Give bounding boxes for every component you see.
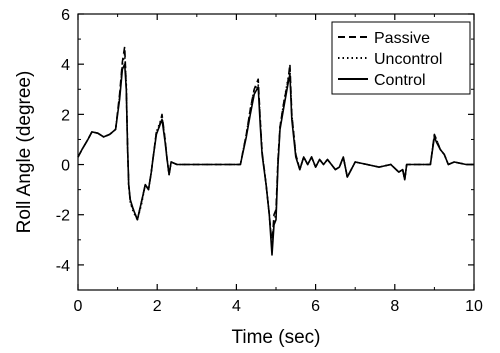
y-axis-label: Roll Angle (degree) xyxy=(14,71,35,234)
x-tick-label: 10 xyxy=(465,298,483,315)
series-line-control xyxy=(77,63,474,256)
x-tick-label: 6 xyxy=(311,298,320,315)
y-tick-label: 0 xyxy=(61,158,70,175)
plot-frame xyxy=(77,13,475,291)
x-axis-label: Time (sec) xyxy=(231,327,320,348)
y-tick-label: 2 xyxy=(61,107,70,124)
legend-label-passive: Passive xyxy=(374,30,430,47)
x-tick-label: 8 xyxy=(390,298,399,315)
legend-box xyxy=(331,21,471,95)
x-tick-label: 2 xyxy=(153,298,162,315)
y-tick-label: -4 xyxy=(56,258,70,275)
x-tick-label: 4 xyxy=(232,298,241,315)
legend: Passive Uncontrol Control xyxy=(331,21,471,95)
legend-label-uncontrol: Uncontrol xyxy=(374,51,442,68)
y-tick-label: 6 xyxy=(61,7,70,24)
x-tick-label: 0 xyxy=(74,298,83,315)
y-tick-label: 4 xyxy=(61,57,70,74)
series-lines xyxy=(77,45,474,256)
legend-label-control: Control xyxy=(374,72,426,89)
y-tick-label: -2 xyxy=(56,208,70,225)
